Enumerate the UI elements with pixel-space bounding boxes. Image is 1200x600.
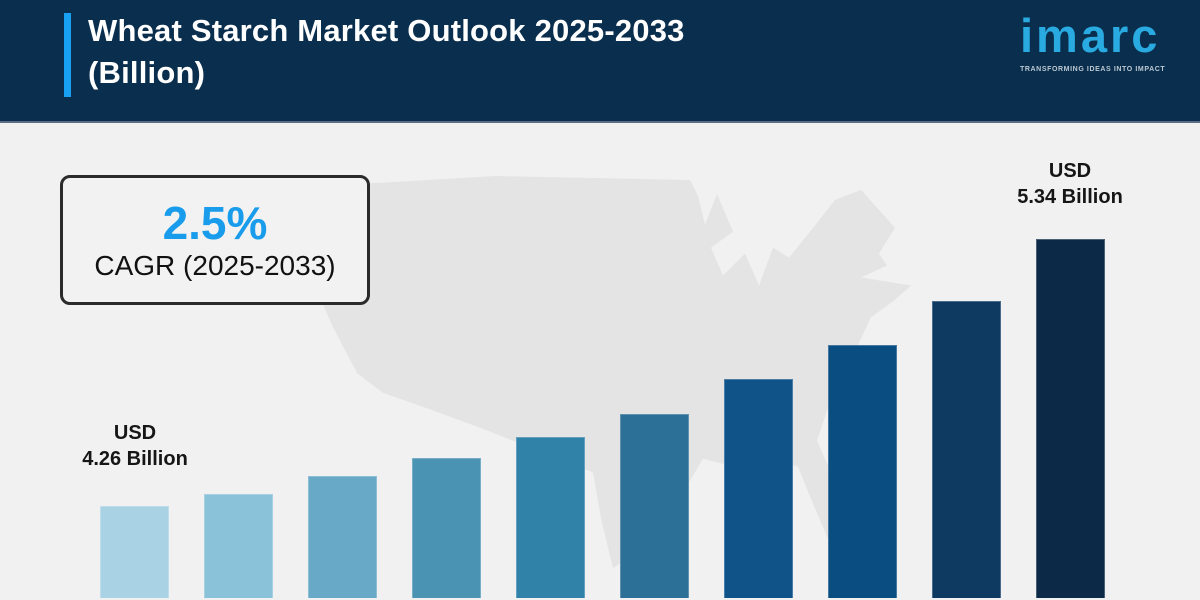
page-title: Wheat Starch Market Outlook 2025-2033 (B… (88, 10, 685, 94)
last-bar-value-line2: 5.34 Billion (1017, 186, 1123, 208)
imarc-logo-tagline: TRANSFORMING IDEAS INTO IMPACT (1020, 66, 1166, 73)
bar-5 (516, 437, 585, 598)
usa-map-silhouette-icon (270, 175, 911, 583)
title-accent-bar (64, 13, 71, 97)
cagr-value: 2.5% (162, 197, 268, 249)
bar-7 (724, 379, 793, 598)
page-title-line1: Wheat Starch Market Outlook 2025-2033 (88, 13, 685, 48)
bar-chart (100, 239, 1105, 598)
cagr-card: 2.5% CAGR (2025-2033) (60, 175, 370, 305)
bar-4 (412, 458, 481, 598)
first-bar-value-line1: USD (113, 422, 157, 444)
first-bar-value-line2: 4.26 Billion (82, 448, 188, 470)
first-bar-value-label: USD 4.26 Billion (55, 420, 215, 472)
header: Wheat Starch Market Outlook 2025-2033 (B… (0, 0, 1200, 123)
last-bar-value-line1: USD (1048, 160, 1092, 182)
bar-3 (308, 476, 377, 598)
bar-9 (932, 301, 1001, 598)
page-title-line2: (Billion) (88, 55, 206, 90)
last-bar-value-label: USD 5.34 Billion (990, 158, 1150, 210)
imarc-logo: imarc TRANSFORMING IDEAS INTO IMPACT (1020, 8, 1180, 73)
bar-1 (100, 506, 169, 598)
bar-8 (828, 345, 897, 598)
bar-2 (204, 494, 273, 598)
bar-6 (620, 414, 689, 598)
bar-10 (1036, 239, 1105, 598)
cagr-label: CAGR (2025-2033) (94, 250, 336, 281)
imarc-logo-text: imarc (1020, 9, 1161, 62)
